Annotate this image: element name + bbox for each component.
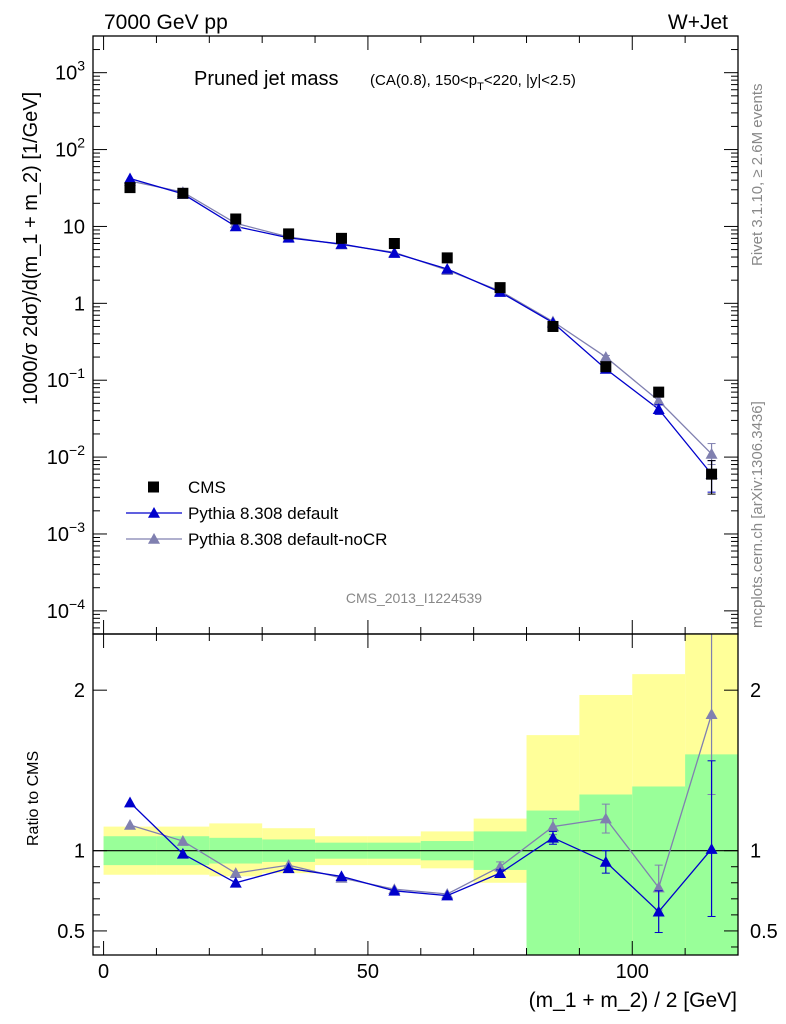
cms-data-point	[177, 187, 189, 199]
ratio-ytick-label-right: 2	[750, 680, 761, 702]
rivet-version-label: Rivet 3.1.10, ≥ 2.6M events	[749, 84, 766, 267]
ratio-xlabel: (m_1 + m_2) / 2 [GeV]	[529, 989, 737, 1012]
ratio-series-point-1	[546, 820, 559, 832]
main-series-point-1	[229, 220, 242, 232]
ratio-series-point-0	[441, 889, 454, 901]
main-ytick-label: 103	[55, 58, 85, 85]
ratio-series-point-0	[494, 867, 507, 878]
legend-label: Pythia 8.308 default	[188, 504, 339, 523]
ratio-ytick-label-right: 1	[750, 841, 761, 863]
ratio-series-line-0	[129, 802, 713, 913]
main-series-point-2	[652, 394, 665, 406]
ratio-series-point-0	[229, 876, 242, 888]
ratio-series-point-0	[599, 855, 612, 867]
ratio-plot: 0.5 0.5 1 1 2 2 0 50 100	[57, 633, 778, 983]
ratio-ylabel: Ratio to CMS	[25, 751, 42, 846]
cms-data-point	[230, 213, 242, 225]
cms-data-point	[653, 386, 665, 398]
cms-data-point	[388, 238, 400, 250]
legend-marker-triangle	[148, 533, 160, 544]
main-series-point-1	[441, 262, 454, 274]
ratio-series-point-0	[652, 905, 665, 917]
header-energy-label: 7000 GeV pp	[104, 11, 228, 34]
ratio-plot-frame	[92, 633, 739, 956]
cms-data-point	[441, 252, 453, 264]
ratio-series-point-1	[229, 867, 242, 878]
cms-data-point	[335, 232, 347, 244]
cms-data-point	[494, 282, 506, 294]
cms-data-point	[283, 228, 295, 240]
ratio-series-point-1	[705, 708, 718, 720]
main-ytick-label: 10−2	[47, 442, 85, 469]
main-ytick-label: 102	[55, 135, 85, 162]
main-ytick-label: 10−4	[47, 596, 85, 623]
analysis-watermark: CMS_2013_I1224539	[346, 590, 482, 606]
cms-data-point	[600, 361, 612, 373]
main-ylabel: 1000/σ 2dσ)/d(m_1 + m_2) [1/GeV]	[20, 92, 42, 405]
ratio-ytick-label-right: 0.5	[750, 921, 778, 943]
ratio-series-point-0	[705, 843, 718, 854]
ratio-series-line-1	[129, 714, 713, 895]
ratio-series-point-1	[599, 812, 612, 824]
legend-label: CMS	[188, 478, 226, 497]
ratio-series-point-0	[124, 796, 137, 808]
legend-label: Pythia 8.308 default-noCR	[188, 530, 387, 549]
main-ytick-label: 10−3	[47, 519, 85, 546]
main-series-line-2	[129, 180, 713, 455]
ratio-series-point-0	[335, 870, 348, 882]
ratio-series-point-1	[652, 881, 665, 893]
legend: CMS Pythia 8.308 default Pythia 8.308 defa…	[126, 478, 387, 549]
ratio-series-point-1	[176, 835, 189, 846]
ratio-series-point-1	[124, 818, 137, 830]
ratio-xtick-label: 100	[616, 961, 649, 983]
mcplots-label: mcplots.cern.ch [arXiv:1306.3436]	[749, 401, 766, 628]
header-process-label: W+Jet	[668, 11, 728, 34]
main-series-point-2	[599, 351, 612, 362]
main-plot: Pruned jet mass (CA(0.8), 150<pT<220, |y…	[47, 35, 739, 635]
main-title-sub: (CA(0.8), 150<pT<220, |y|<2.5)	[370, 72, 576, 93]
ratio-series-point-0	[546, 831, 559, 843]
cms-data-point	[706, 468, 718, 480]
ratio-series-point-0	[282, 862, 295, 874]
main-series-point-1	[388, 247, 401, 258]
cms-data-point	[547, 320, 559, 332]
main-series-point-1	[652, 403, 665, 414]
cms-data-point	[124, 182, 136, 194]
main-series-point-1	[124, 172, 137, 184]
main-ytick-label: 10	[63, 216, 85, 238]
ratio-ytick-label-left: 0.5	[57, 921, 85, 943]
ratio-xtick-label: 0	[98, 961, 109, 983]
legend-marker-cms	[148, 481, 159, 493]
ratio-series-point-0	[176, 847, 189, 859]
ratio-xtick-label: 50	[357, 961, 379, 983]
ratio-series-point-0	[388, 884, 401, 896]
main-ytick-label: 1	[74, 293, 85, 315]
legend-marker-triangle	[148, 507, 160, 518]
main-series-line-1	[129, 177, 713, 475]
main-series-point-2	[705, 447, 718, 459]
ratio-series-point-1	[494, 860, 507, 872]
ratio-ytick-label-left: 1	[74, 841, 85, 863]
main-ytick-label: 10−1	[47, 365, 85, 392]
ratio-ytick-label-left: 2	[74, 680, 85, 702]
main-title: Pruned jet mass	[194, 68, 339, 90]
